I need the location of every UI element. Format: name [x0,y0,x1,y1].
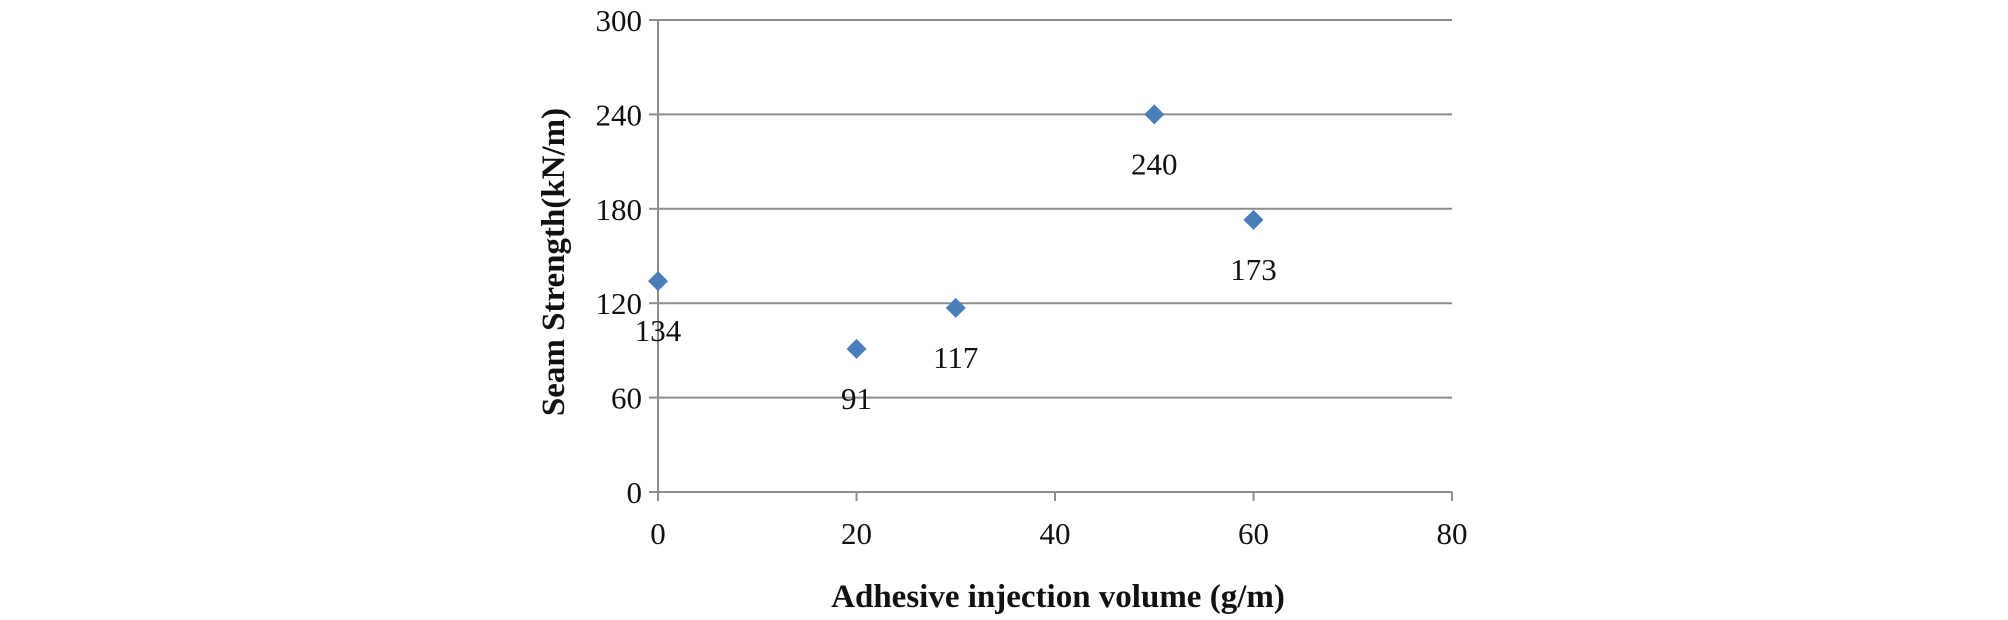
y-tick-label: 60 [611,381,642,416]
data-label: 240 [1131,146,1178,181]
x-tick-labels: 0 20 40 60 80 [650,516,1467,551]
gridlines [658,19,1452,399]
y-axis-title: Seam Strength(kN/m) [536,108,572,416]
x-tick-label: 20 [841,516,872,551]
y-tick-label: 300 [596,3,643,38]
y-tick-label: 0 [627,475,643,510]
data-label: 173 [1230,252,1277,287]
data-point-marker [846,338,867,359]
data-point-marker [1243,209,1264,230]
y-tick-label: 240 [596,97,643,132]
data-point-marker [648,271,668,292]
data-point-marker [1144,104,1165,125]
y-tick-label: 180 [596,192,643,227]
x-axis-title: Adhesive injection volume (g/m) [831,579,1285,615]
x-tick-label: 80 [1437,516,1468,551]
axes [649,19,1453,501]
y-tick-labels: 0 60 120 180 240 300 [596,3,643,510]
data-label: 91 [841,381,872,416]
data-point-marker [945,297,966,318]
data-label: 117 [933,340,978,375]
data-labels: 134 91 117 240 173 [635,146,1277,415]
y-tick-label: 120 [596,286,643,321]
data-points [648,104,1264,359]
x-tick-label: 0 [650,516,666,551]
data-label: 134 [635,313,682,348]
x-tick-label: 60 [1238,516,1269,551]
x-tick-label: 40 [1040,516,1071,551]
